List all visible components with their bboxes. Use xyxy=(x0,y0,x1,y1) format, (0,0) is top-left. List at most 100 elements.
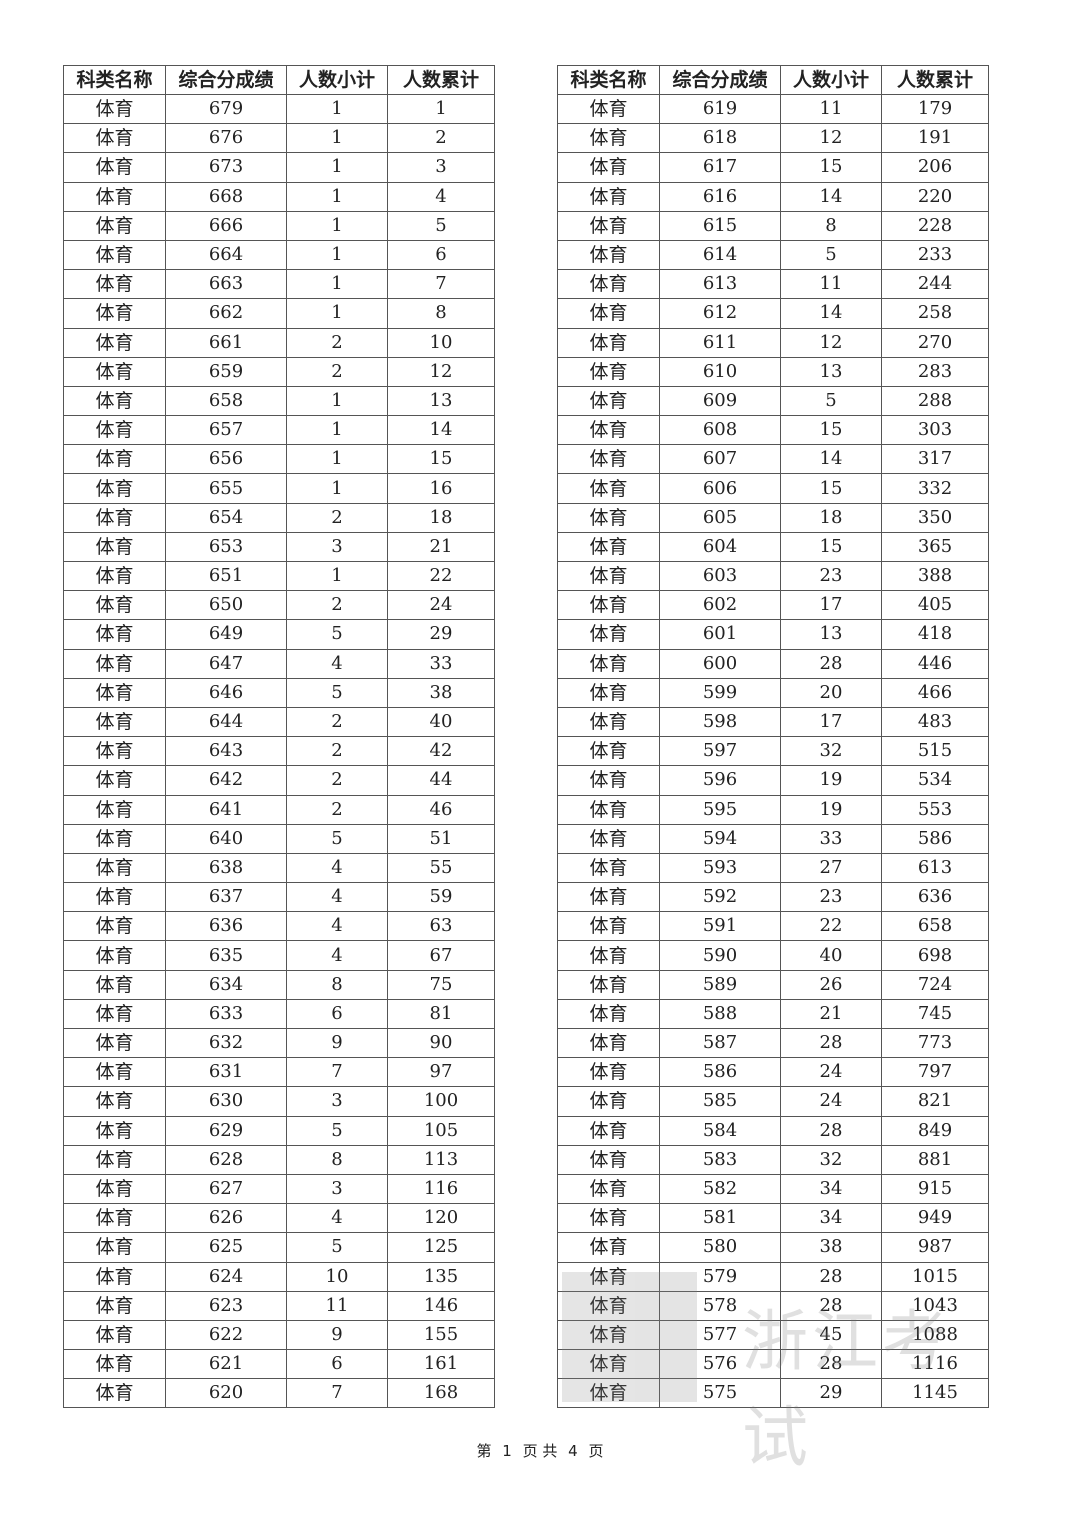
table-row: 体育 638 4 55 xyxy=(63,852,495,884)
cell-count: 18 xyxy=(780,502,882,533)
cell-subject: 体育 xyxy=(63,590,166,621)
cell-cumulative: 81 xyxy=(387,998,495,1030)
cell-count: 23 xyxy=(780,560,882,592)
table-row: 体育 615 8 228 xyxy=(557,210,989,241)
cell-subject: 体育 xyxy=(63,1086,166,1117)
cell-count: 28 xyxy=(780,1349,882,1380)
cell-score: 623 xyxy=(165,1290,287,1321)
table-row: 体育 601 13 418 xyxy=(557,619,989,650)
table-row: 体育 579 28 1015 xyxy=(557,1261,989,1292)
table-row: 体育 575 29 1145 xyxy=(557,1378,989,1409)
cell-score: 619 xyxy=(659,93,781,125)
cell-score: 604 xyxy=(659,531,781,563)
cell-subject: 体育 xyxy=(63,648,166,679)
cell-score: 635 xyxy=(165,940,287,971)
table-row: 体育 598 17 483 xyxy=(557,706,989,738)
cell-count: 19 xyxy=(780,794,882,825)
table-row: 体育 587 28 773 xyxy=(557,1027,989,1059)
cell-subject: 体育 xyxy=(557,1232,660,1263)
cell-cumulative: 125 xyxy=(387,1232,495,1263)
cell-score: 605 xyxy=(659,502,781,533)
cell-score: 614 xyxy=(659,239,781,271)
cell-score: 579 xyxy=(659,1261,781,1292)
cell-subject: 体育 xyxy=(557,765,660,796)
cell-score: 613 xyxy=(659,269,781,300)
cell-subject: 体育 xyxy=(63,93,166,125)
cell-subject: 体育 xyxy=(63,269,166,300)
cell-count: 7 xyxy=(286,1057,388,1088)
cell-count: 5 xyxy=(286,823,388,854)
cell-count: 15 xyxy=(780,531,882,563)
table-row: 体育 619 11 179 xyxy=(557,93,989,125)
cell-cumulative: 797 xyxy=(881,1057,989,1088)
cell-subject: 体育 xyxy=(557,560,660,592)
table-row: 体育 666 1 5 xyxy=(63,210,495,241)
footer-page-number: 1 xyxy=(502,1442,512,1460)
cell-subject: 体育 xyxy=(63,765,166,796)
table-row: 体育 662 1 8 xyxy=(63,298,495,329)
cell-subject: 体育 xyxy=(557,1261,660,1292)
table-row: 体育 629 5 105 xyxy=(63,1115,495,1146)
header-subject: 科类名称 xyxy=(557,65,660,95)
cell-cumulative: 1 xyxy=(387,93,495,125)
cell-cumulative: 24 xyxy=(387,590,495,621)
cell-score: 644 xyxy=(165,706,287,738)
cell-count: 8 xyxy=(780,210,882,241)
cell-subject: 体育 xyxy=(557,1144,660,1175)
cell-score: 597 xyxy=(659,736,781,767)
table-row: 体育 590 40 698 xyxy=(557,940,989,971)
table-row: 体育 631 7 97 xyxy=(63,1057,495,1088)
header-count: 人数小计 xyxy=(780,65,882,95)
cell-count: 2 xyxy=(286,327,388,358)
page-footer: 第 1 页 共 4 页 xyxy=(0,1440,1080,1461)
cell-count: 14 xyxy=(780,298,882,329)
table-row: 体育 673 1 3 xyxy=(63,152,495,183)
cell-cumulative: 15 xyxy=(387,444,495,475)
table-header-row: 科类名称 综合分成绩 人数小计 人数累计 xyxy=(557,65,989,95)
cell-cumulative: 332 xyxy=(881,473,989,504)
cell-cumulative: 161 xyxy=(387,1349,495,1380)
table-row: 体育 593 27 613 xyxy=(557,852,989,884)
header-cumulative: 人数累计 xyxy=(881,65,989,95)
cell-cumulative: 44 xyxy=(387,765,495,796)
cell-score: 624 xyxy=(165,1261,287,1292)
cell-count: 2 xyxy=(286,706,388,738)
cell-subject: 体育 xyxy=(557,1027,660,1059)
cell-subject: 体育 xyxy=(63,911,166,942)
cell-subject: 体育 xyxy=(63,152,166,183)
cell-score: 600 xyxy=(659,648,781,679)
cell-subject: 体育 xyxy=(557,911,660,942)
cell-count: 4 xyxy=(286,1203,388,1234)
header-score: 综合分成绩 xyxy=(659,65,781,95)
cell-score: 608 xyxy=(659,415,781,446)
cell-count: 6 xyxy=(286,998,388,1030)
table-row: 体育 659 2 12 xyxy=(63,356,495,387)
cell-count: 19 xyxy=(780,765,882,796)
cell-count: 28 xyxy=(780,648,882,679)
footer-middle: 页 共 xyxy=(522,1442,558,1460)
cell-subject: 体育 xyxy=(63,1027,166,1059)
table-row: 体育 585 24 821 xyxy=(557,1086,989,1117)
cell-subject: 体育 xyxy=(557,998,660,1030)
cell-cumulative: 949 xyxy=(881,1203,989,1234)
cell-score: 673 xyxy=(165,152,287,183)
table-row: 体育 650 2 24 xyxy=(63,590,495,621)
cell-count: 28 xyxy=(780,1027,882,1059)
cell-cumulative: 987 xyxy=(881,1232,989,1263)
cell-score: 646 xyxy=(165,677,287,708)
table-row: 体育 613 11 244 xyxy=(557,269,989,300)
cell-score: 589 xyxy=(659,969,781,1000)
cell-cumulative: 283 xyxy=(881,356,989,387)
cell-cumulative: 179 xyxy=(881,93,989,125)
table-row: 体育 632 9 90 xyxy=(63,1027,495,1059)
cell-cumulative: 881 xyxy=(881,1144,989,1175)
table-row: 体育 597 32 515 xyxy=(557,736,989,767)
cell-subject: 体育 xyxy=(557,385,660,417)
cell-cumulative: 613 xyxy=(881,852,989,884)
footer-suffix: 页 xyxy=(588,1442,604,1460)
cell-score: 585 xyxy=(659,1086,781,1117)
cell-cumulative: 4 xyxy=(387,181,495,212)
table-row: 体育 651 1 22 xyxy=(63,560,495,592)
cell-cumulative: 8 xyxy=(387,298,495,329)
